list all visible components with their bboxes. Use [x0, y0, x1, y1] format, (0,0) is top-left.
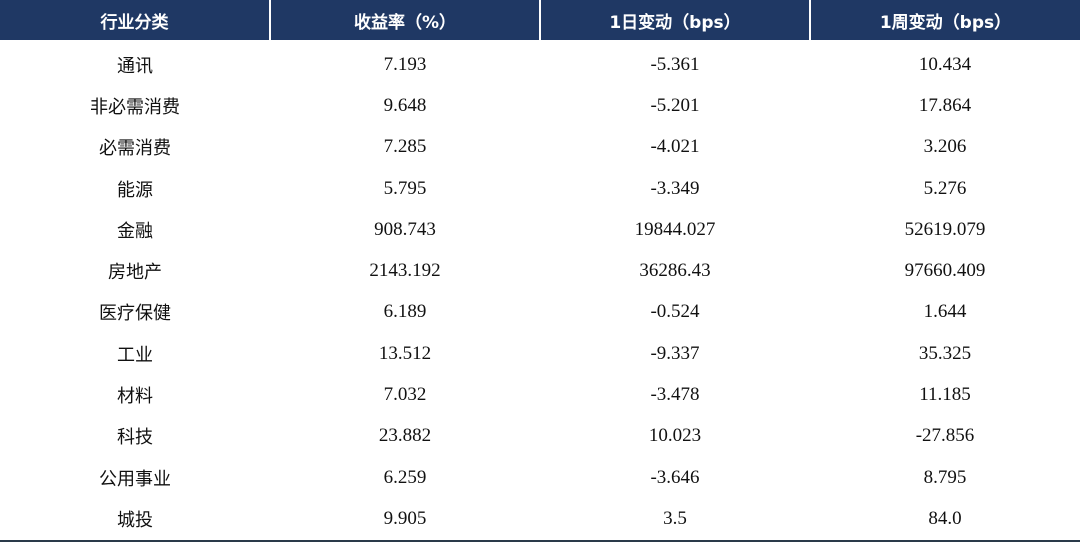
- value-cell: 5.795: [383, 177, 427, 199]
- table-row: 公用事业 6.259 -3.646 8.795: [0, 457, 1080, 498]
- value-cell: 52619.079: [904, 218, 986, 240]
- value-cell: 1.644: [923, 301, 967, 323]
- value-cell: -5.361: [650, 53, 700, 75]
- value-cell: 10.434: [918, 53, 972, 75]
- table-row: 必需消费 7.285 -4.021 3.206: [0, 127, 1080, 168]
- value-cell: -4.021: [650, 136, 700, 158]
- sector-cell: 能源: [117, 179, 153, 201]
- value-cell: 6.189: [383, 301, 427, 323]
- value-cell: 7.193: [383, 53, 427, 75]
- sector-cell: 非必需消费: [90, 96, 180, 118]
- value-cell: 35.325: [918, 342, 972, 364]
- value-cell: 23.882: [378, 425, 432, 447]
- value-cell: 19844.027: [634, 218, 716, 240]
- sector-cell: 通讯: [117, 55, 153, 77]
- header-cell: 1日变动（bps）: [539, 0, 810, 40]
- value-cell: -3.478: [650, 384, 700, 406]
- value-cell: 6.259: [383, 466, 427, 488]
- value-cell: -9.337: [650, 342, 700, 364]
- value-cell: 9.648: [383, 94, 427, 116]
- table-row: 工业 13.512 -9.337 35.325: [0, 333, 1080, 374]
- value-cell: 17.864: [918, 94, 972, 116]
- value-cell: 84.0: [810, 498, 1080, 542]
- value-cell: -3.646: [650, 466, 700, 488]
- table-row: 金融 908.743 19844.027 52619.079: [0, 209, 1080, 250]
- table-row: 非必需消费 9.648 -5.201 17.864: [0, 85, 1080, 126]
- sector-cell: 工业: [117, 344, 153, 366]
- table-row: 房地产 2143.192 36286.43 97660.409: [0, 250, 1080, 291]
- sector-cell: 公用事业: [99, 468, 171, 490]
- value-cell: 9.905: [270, 498, 540, 542]
- value-cell: 908.743: [374, 218, 436, 240]
- sector-cell: 城投: [0, 498, 270, 542]
- value-cell: 8.795: [923, 466, 967, 488]
- value-cell: -0.524: [650, 301, 700, 323]
- value-cell: -27.856: [915, 425, 975, 447]
- value-cell: 97660.409: [904, 260, 986, 282]
- table-body: 通讯 7.193 -5.361 10.434 非必需消费 9.648 -5.201 17.86…: [0, 40, 1080, 542]
- value-cell: 2143.192: [369, 260, 441, 282]
- sector-cell: 必需消费: [99, 138, 171, 160]
- header-cell: 行业分类: [0, 0, 270, 40]
- header-row: 行业分类 收益率（%） 1日变动（bps） 1周变动（bps）: [0, 0, 1080, 40]
- value-cell: 7.285: [383, 136, 427, 158]
- table-row: 通讯 7.193 -5.361 10.434: [0, 44, 1080, 85]
- sector-cell: 科技: [117, 427, 153, 449]
- value-cell: 5.276: [923, 177, 967, 199]
- value-cell: 3.5: [540, 498, 810, 542]
- value-cell: -3.349: [650, 177, 700, 199]
- sector-cell: 金融: [117, 220, 153, 242]
- table-row: 科技 23.882 10.023 -27.856: [0, 416, 1080, 457]
- sector-cell: 医疗保健: [99, 303, 171, 325]
- table-row: 城投 9.905 3.5 84.0: [0, 498, 1080, 542]
- value-cell: 13.512: [378, 342, 432, 364]
- value-cell: 36286.43: [639, 260, 711, 282]
- value-cell: -5.201: [650, 94, 700, 116]
- header-cell: 1周变动（bps）: [809, 0, 1080, 40]
- sector-cell: 房地产: [108, 262, 162, 284]
- table-row: 材料 7.032 -3.478 11.185: [0, 374, 1080, 415]
- value-cell: 10.023: [648, 425, 702, 447]
- value-cell: 7.032: [383, 384, 427, 406]
- sector-cell: 材料: [117, 386, 153, 408]
- header-cell: 收益率（%）: [269, 0, 540, 40]
- value-cell: 11.185: [919, 384, 971, 406]
- value-cell: 3.206: [923, 136, 967, 158]
- table-row: 能源 5.795 -3.349 5.276: [0, 168, 1080, 209]
- table-row: 医疗保健 6.189 -0.524 1.644: [0, 292, 1080, 333]
